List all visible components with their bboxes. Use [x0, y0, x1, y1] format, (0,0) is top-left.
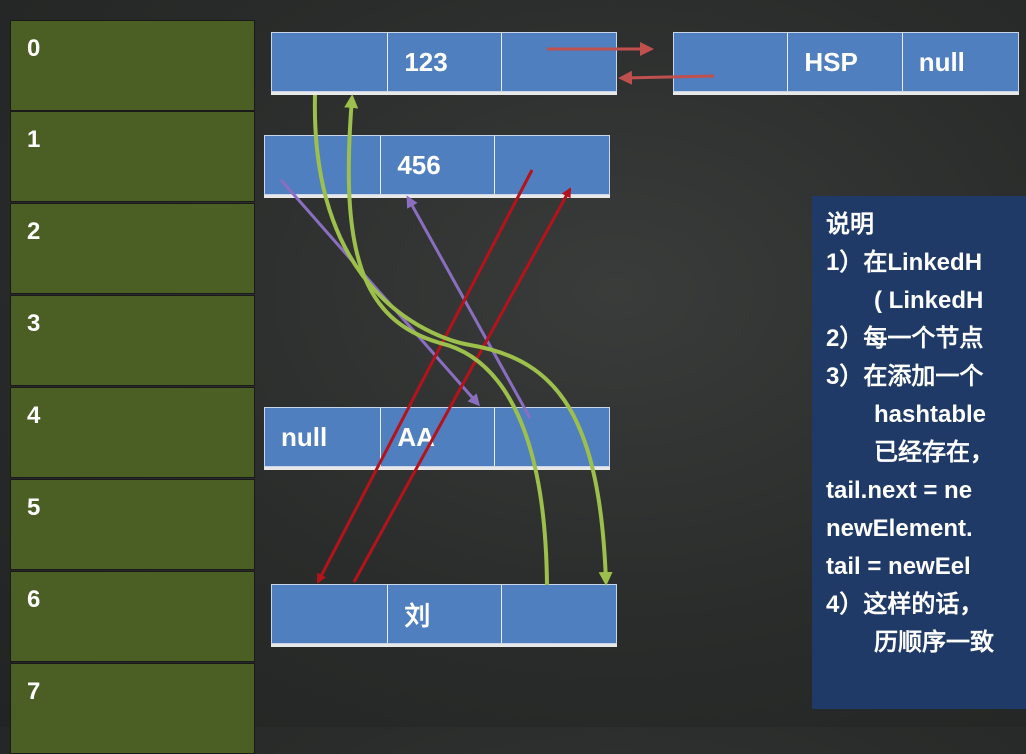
slot-index: 0 [27, 35, 41, 62]
description-line: 历顺序一致 [874, 629, 994, 656]
table-slot-4: 4 [10, 387, 255, 478]
node-456: 456 [264, 135, 610, 195]
arrow-aa-to-456 [406, 195, 532, 419]
description-line: ( LinkedH [874, 287, 984, 314]
slot-index: 3 [27, 310, 41, 337]
arrow-123-to-liu [312, 94, 613, 586]
node-next-field: null [918, 46, 965, 77]
node-before-field [674, 33, 789, 91]
node-before-field [272, 33, 389, 91]
link-arrows [279, 42, 715, 586]
arrow-liu-to-123 [344, 94, 549, 586]
description-panel: 说明 1）在LinkedH ( LinkedH 2）每一个节点 3）在添加一个 … [812, 196, 1026, 709]
node-liu: 刘 [271, 584, 617, 644]
table-slot-6: 6 [10, 571, 255, 662]
slot-index: 4 [27, 402, 41, 429]
node-before-field [265, 136, 382, 194]
node-aa: null AA [264, 407, 610, 467]
description-line: hashtable [874, 401, 987, 428]
slot-index: 7 [27, 678, 41, 705]
description-line: 已经存在， [874, 439, 994, 466]
description-line: 2）每一个节点 [826, 325, 984, 352]
slot-index: 5 [27, 494, 41, 521]
node-value: 456 [381, 136, 495, 194]
slot-index: 2 [27, 218, 41, 245]
node-hsp: HSP null [673, 32, 1019, 92]
table-slot-3: 3 [10, 295, 255, 386]
node-value: 刘 [388, 585, 502, 643]
table-slot-0: 0 [10, 20, 255, 111]
slot-index: 1 [27, 126, 41, 153]
description-line: 1）在LinkedH [826, 249, 983, 276]
slot-index: 6 [27, 586, 41, 613]
node-before-field [272, 585, 389, 643]
arrow-liu-to-456 [352, 187, 572, 583]
node-123: 123 [271, 32, 617, 92]
description-line: tail.next = ne [826, 477, 973, 504]
arrow-456-to-liu [316, 169, 534, 584]
node-before-field: null [265, 408, 382, 466]
table-slot-2: 2 [10, 203, 255, 294]
description-line: 4）这样的话， [826, 591, 984, 618]
node-value: 123 [388, 33, 502, 91]
description-line: tail = newEel [826, 553, 971, 580]
arrow-hsp-to-123 [618, 70, 715, 85]
description-line: 3）在添加一个 [826, 363, 984, 390]
arrow-456-to-aa [279, 179, 480, 407]
table-slot-5: 5 [10, 479, 255, 570]
description-line: newElement. [826, 515, 973, 542]
node-value: HSP [788, 33, 903, 91]
description-title: 说明 [826, 211, 874, 238]
table-slot-1: 1 [10, 111, 255, 202]
